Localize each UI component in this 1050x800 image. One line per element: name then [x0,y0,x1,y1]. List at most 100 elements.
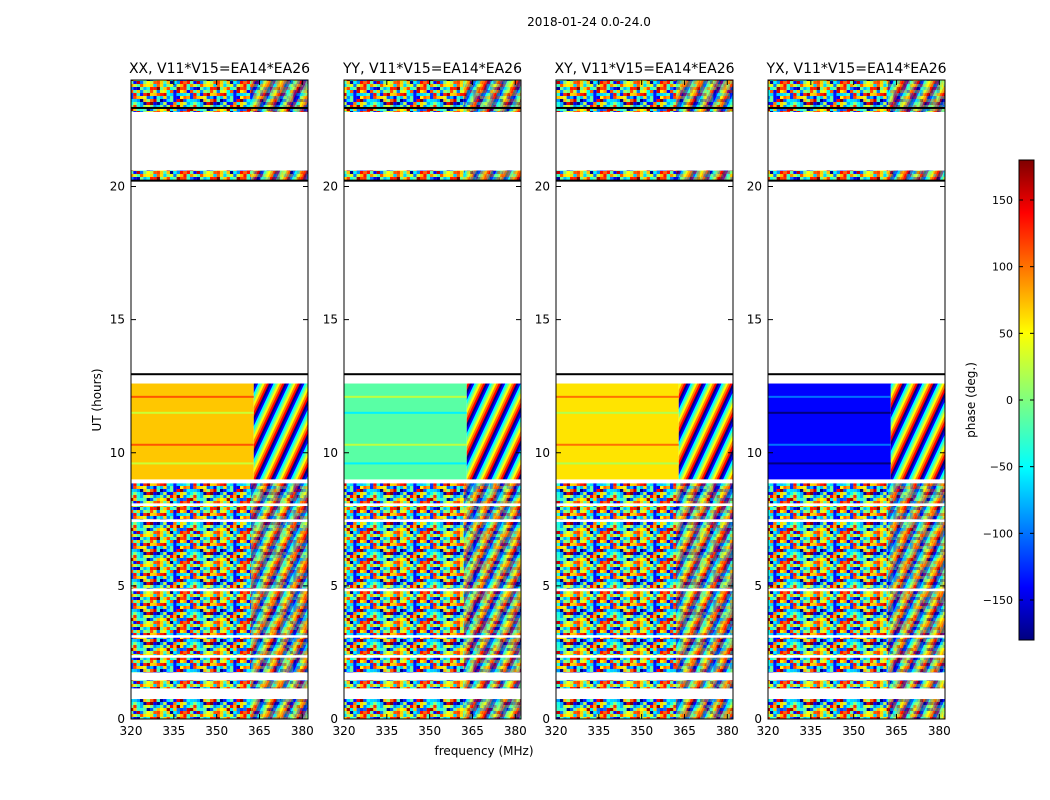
y-tick-label: 10 [110,446,125,460]
panel-title: XX, V11*V15=EA14*EA26 [129,61,310,77]
phase-streak [768,395,891,398]
fringe-band [887,699,945,719]
y-tick-label: 5 [754,579,762,593]
colorbar-ticks: 150 100 50 0 −50 −100 −150 [983,194,1034,607]
axes-frame [130,79,309,720]
phase-streak [344,395,467,398]
x-tick-label: 365 [885,724,908,738]
colorbar-tick-label: 50 [999,327,1013,340]
y-tick-label: 0 [330,712,338,726]
panel-title: XY, V11*V15=EA14*EA26 [554,61,734,77]
y-tick-label: 0 [117,712,125,726]
x-tick-label: 380 [928,724,951,738]
wrapping-phase-block [466,383,521,480]
x-tick-label: 365 [248,724,271,738]
panel-1: XX, V11*V15=EA14*EA26 320 335 350 365 380 0 5 10… [110,61,314,738]
colorbar-tick-label: 0 [1006,394,1013,407]
coherent-phase-block [768,383,891,480]
flag-line [556,106,733,109]
x-tick-label: 365 [461,724,484,738]
phase-streak [131,411,254,414]
panel-3: XY, V11*V15=EA14*EA26 320 335 350 365 380 0 5 10… [535,61,739,738]
x-tick-label: 335 [162,724,185,738]
coherent-phase-block [131,383,254,480]
fringe-band [675,699,733,719]
y-tick-label: 15 [535,313,550,327]
phase-streak [344,443,467,446]
axes-frame [767,79,946,720]
fringe-band [463,483,521,504]
panel-title: YX, V11*V15=EA14*EA26 [765,61,946,77]
x-tick-label: 335 [799,724,822,738]
phase-streak [768,443,891,446]
colorbar: 150 100 50 0 −50 −100 −150 phase (deg.) [964,159,1035,641]
fringe-band [675,506,733,520]
colorbar-tick-label: 150 [992,194,1013,207]
coherent-phase-block [556,383,679,480]
y-tick-label: 10 [323,446,338,460]
fringe-band [675,80,733,112]
fringe-band [463,591,521,636]
y-tick-label: 20 [323,180,338,194]
flag-line [768,373,945,376]
figure-suptitle: 2018-01-24 0.0-24.0 [527,15,651,29]
noise-band [768,170,945,182]
fringe-band [463,680,521,689]
axes-frame [555,79,734,720]
wrapping-phase-block [678,383,733,480]
fringe-band [675,170,733,182]
heatmap-body [131,80,308,719]
y-tick-label: 5 [330,579,338,593]
coherent-phase-block [344,383,467,480]
y-tick-label: 15 [747,313,762,327]
noise-band [768,680,945,689]
fringe-band [250,506,308,520]
fringe-band [675,680,733,689]
fringe-band [675,591,733,636]
phase-streak [556,443,679,446]
y-tick-label: 15 [323,313,338,327]
wrapping-phase-block [253,383,308,480]
x-tick-label: 380 [504,724,527,738]
fringe-band [250,80,308,112]
x-tick-label: 380 [716,724,739,738]
colorbar-tick-label: 100 [992,261,1013,274]
colorbar-tick-label: −100 [983,527,1013,540]
noise-band [131,680,308,689]
colorbar-tick-label: −150 [983,594,1013,607]
y-tick-label: 10 [535,446,550,460]
phase-streak [344,411,467,414]
noise-band [556,170,733,182]
fringe-band [887,657,945,673]
y-tick-label: 20 [535,180,550,194]
x-tick-label: 335 [375,724,398,738]
fringe-band [250,680,308,689]
flag-line [556,179,733,182]
noise-band [344,170,521,182]
fringe-band [675,521,733,589]
wrapping-phase-block [890,383,945,480]
colorbar-label: phase (deg.) [964,362,978,438]
phase-streak [768,462,891,465]
y-tick-label: 5 [117,579,125,593]
fringe-band [463,170,521,182]
y-tick-label: 20 [110,180,125,194]
fringe-band [887,637,945,656]
phase-streak [131,462,254,465]
x-tick-label: 380 [291,724,314,738]
flag-line [768,179,945,182]
colorbar-tick-label: −50 [990,461,1013,474]
fringe-band [250,170,308,182]
flag-line [344,373,521,376]
fringe-band [250,483,308,504]
x-tick-label: 350 [630,724,653,738]
flag-line [131,373,308,376]
fringe-band [463,521,521,589]
fringe-band [250,699,308,719]
y-tick-label: 0 [754,712,762,726]
x-tick-label: 320 [333,724,356,738]
x-tick-label: 320 [120,724,143,738]
fringe-band [887,591,945,636]
flag-line [768,106,945,109]
shared-x-axis-label: frequency (MHz) [434,744,533,758]
